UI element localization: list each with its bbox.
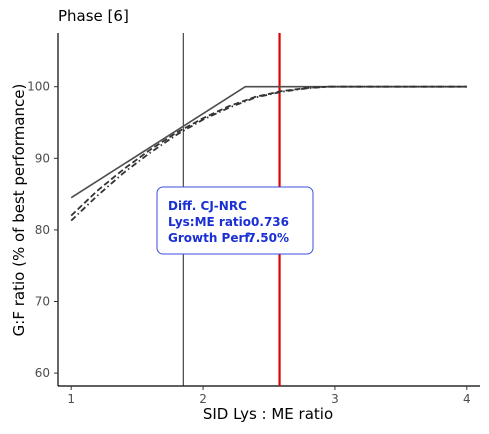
series-line-solid — [70, 85, 467, 199]
y-axis-title: G:F ratio (% of best performance) — [10, 84, 28, 337]
y-tick-label: 60 — [35, 366, 50, 380]
x-tick-label: 4 — [463, 392, 471, 406]
x-tick-label: 2 — [199, 392, 207, 406]
x-tick-label: 3 — [331, 392, 339, 406]
annotation-row-label: Lys:ME ratio — [168, 215, 251, 229]
x-tick-label: 1 — [67, 392, 75, 406]
x-axis-title: SID Lys : ME ratio — [203, 405, 333, 423]
annotation-row-value: 0.736 — [251, 215, 289, 229]
series-line-dashdot — [70, 85, 467, 222]
series-line-dashed — [70, 85, 467, 217]
annotation-row-label: Growth Perf. — [168, 231, 254, 245]
chart-title: Phase [6] — [58, 7, 129, 25]
annotation-frame — [156, 186, 314, 255]
series-group — [70, 85, 467, 222]
x-ticks: 1 2 3 4 — [67, 386, 471, 406]
annotation-box: Diff. CJ-NRC Lys:ME ratio 0.736 Growth P… — [156, 186, 314, 255]
annotation-title: Diff. CJ-NRC — [168, 199, 247, 213]
y-tick-label: 100 — [27, 80, 50, 94]
y-tick-label: 80 — [35, 223, 50, 237]
y-tick-label: 70 — [35, 295, 50, 309]
y-ticks: 60 70 80 90 100 — [27, 80, 58, 380]
annotation-row-value: 7.50% — [247, 231, 289, 245]
y-tick-label: 90 — [35, 151, 50, 165]
